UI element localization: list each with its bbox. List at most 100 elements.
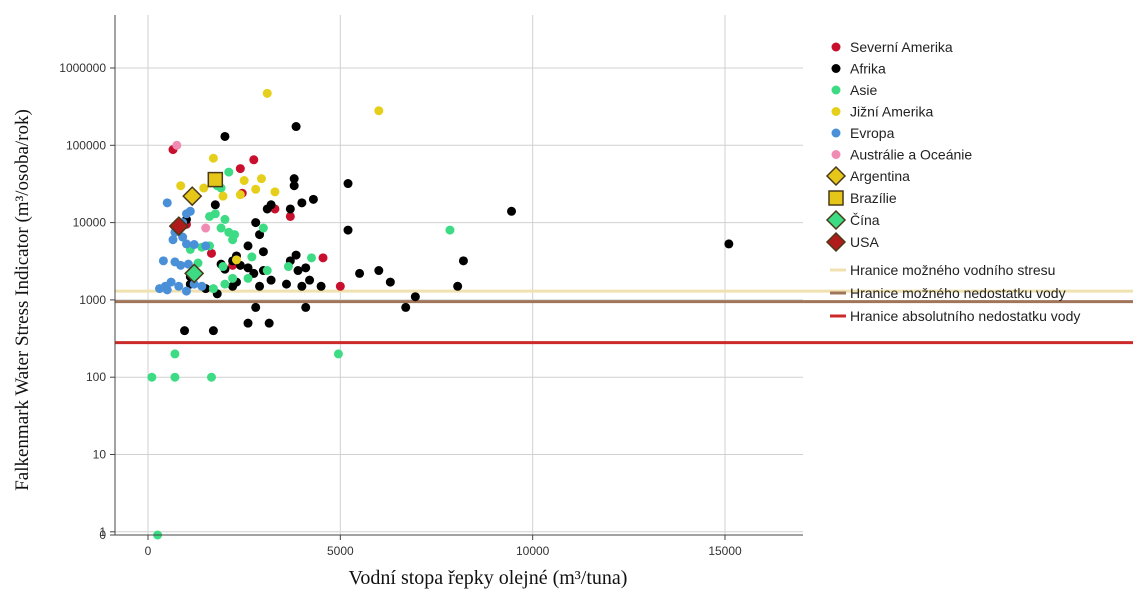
legend-label: Jižní Amerika bbox=[850, 104, 933, 120]
data-point bbox=[308, 194, 318, 204]
legend-label: Hranice absolutního nedostatku vody bbox=[850, 308, 1080, 324]
data-point bbox=[258, 247, 268, 257]
data-point bbox=[218, 262, 228, 272]
legend: Severní Amerika Afrika Asie Jižní Amerika Ev… bbox=[825, 39, 1080, 324]
data-point bbox=[170, 349, 180, 359]
data-point bbox=[385, 277, 395, 287]
data-point bbox=[224, 167, 234, 177]
x-axis-title: Vodní stopa řepky olejné (m³/tuna) bbox=[349, 567, 628, 589]
data-point bbox=[243, 318, 253, 328]
data-point bbox=[181, 239, 191, 249]
data-point bbox=[220, 131, 230, 141]
data-point bbox=[266, 275, 276, 285]
data-point bbox=[208, 326, 218, 336]
data-point bbox=[208, 284, 218, 294]
data-point bbox=[243, 273, 253, 283]
data-point bbox=[162, 198, 172, 208]
data-point bbox=[199, 183, 209, 193]
legend-marker bbox=[825, 231, 847, 253]
legend-label: Severní Amerika bbox=[850, 39, 953, 55]
y-tick-label: 1 bbox=[99, 525, 106, 539]
data-point bbox=[355, 268, 365, 278]
data-point bbox=[181, 286, 191, 296]
data-point bbox=[283, 262, 293, 272]
data-point bbox=[170, 372, 180, 382]
legend-marker bbox=[831, 85, 841, 95]
legend-label: Hranice možného nedostatku vody bbox=[850, 285, 1066, 301]
data-point bbox=[172, 140, 182, 150]
data-point bbox=[206, 248, 216, 258]
data-point bbox=[301, 302, 311, 312]
data-point bbox=[289, 181, 299, 191]
data-points bbox=[147, 88, 734, 540]
data-point bbox=[445, 225, 455, 235]
data-point bbox=[168, 216, 189, 237]
data-point bbox=[243, 263, 253, 273]
data-point bbox=[270, 187, 280, 197]
data-point bbox=[243, 241, 253, 251]
data-point bbox=[180, 326, 190, 336]
data-point bbox=[155, 284, 165, 294]
legend-marker bbox=[831, 107, 841, 116]
data-point bbox=[220, 279, 230, 289]
legend-label: USA bbox=[850, 234, 879, 250]
data-point bbox=[318, 253, 328, 263]
legend-marker bbox=[831, 150, 841, 159]
data-point bbox=[184, 263, 205, 284]
data-point bbox=[306, 253, 316, 263]
data-point bbox=[201, 241, 211, 251]
data-point bbox=[178, 232, 188, 242]
legend-marker bbox=[828, 190, 844, 206]
data-point bbox=[285, 204, 295, 214]
y-axis-title: Falkenmark Water Stress Indicator (m³/os… bbox=[12, 109, 33, 491]
x-tick-label: 10000 bbox=[516, 544, 550, 558]
data-point bbox=[374, 106, 384, 116]
data-point bbox=[231, 255, 241, 265]
y-tick-label: 1000000 bbox=[59, 61, 106, 75]
data-point bbox=[453, 281, 463, 291]
data-point bbox=[235, 190, 245, 200]
data-point bbox=[305, 275, 315, 285]
data-point bbox=[255, 281, 265, 291]
data-point bbox=[258, 223, 268, 233]
data-point bbox=[343, 179, 353, 189]
data-point bbox=[281, 279, 291, 289]
legend-marker bbox=[831, 128, 841, 138]
data-point bbox=[297, 281, 307, 291]
data-point bbox=[182, 186, 203, 207]
legend-marker bbox=[831, 42, 841, 52]
legend-label: Austrálie a Oceánie bbox=[850, 147, 972, 163]
data-point bbox=[185, 206, 195, 216]
data-point bbox=[297, 198, 307, 208]
data-point bbox=[316, 281, 326, 291]
data-point bbox=[333, 349, 343, 359]
data-point bbox=[262, 266, 272, 276]
legend-label: Brazílie bbox=[850, 190, 897, 206]
data-point bbox=[216, 223, 226, 233]
x-tick-label: 0 bbox=[145, 544, 152, 558]
data-point bbox=[507, 206, 517, 216]
data-point bbox=[255, 230, 265, 240]
x-tick-label: 15000 bbox=[708, 544, 742, 558]
legend-marker bbox=[831, 64, 841, 73]
data-point bbox=[249, 155, 259, 165]
data-point bbox=[228, 273, 238, 283]
data-point bbox=[224, 227, 234, 237]
legend-label: Afrika bbox=[850, 61, 886, 77]
data-point bbox=[724, 239, 734, 249]
data-point bbox=[206, 372, 216, 382]
data-point bbox=[401, 302, 411, 312]
data-point bbox=[189, 279, 199, 289]
legend-label: Evropa bbox=[850, 125, 895, 141]
data-point bbox=[335, 281, 345, 291]
data-point bbox=[228, 281, 238, 291]
data-point bbox=[158, 256, 168, 266]
data-point bbox=[374, 266, 384, 276]
reference-lines bbox=[115, 289, 1133, 345]
legend-label: Asie bbox=[850, 82, 877, 98]
data-point bbox=[205, 211, 215, 221]
data-point bbox=[301, 263, 311, 273]
data-point bbox=[208, 153, 218, 163]
y-tick-label: 10000 bbox=[73, 216, 107, 230]
data-point bbox=[251, 184, 261, 194]
